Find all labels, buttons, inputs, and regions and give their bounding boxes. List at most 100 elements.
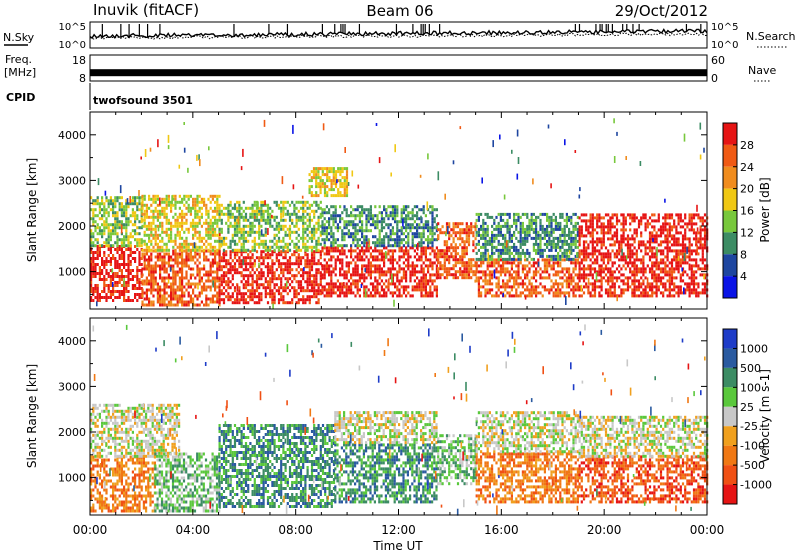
heatmap-cell <box>482 242 485 246</box>
heatmap-cell <box>96 226 99 230</box>
heatmap-cell <box>233 298 237 302</box>
heatmap-cell <box>557 282 560 286</box>
heatmap-cell <box>568 257 571 261</box>
heatmap-cell <box>313 236 316 240</box>
heatmap-cell <box>123 226 126 230</box>
heatmap-cell <box>502 251 505 255</box>
heatmap-cell <box>380 285 383 289</box>
heatmap-cell <box>244 274 248 278</box>
heatmap-cell <box>299 289 303 293</box>
heatmap-cell <box>484 230 487 234</box>
heatmap-cell <box>565 242 568 246</box>
heatmap-cell <box>233 262 237 266</box>
heatmap-cell <box>165 267 168 271</box>
heatmap-cell <box>559 291 562 295</box>
heatmap-cell <box>543 276 546 280</box>
heatmap-cell <box>568 279 571 283</box>
heatmap-cell <box>187 194 190 198</box>
heatmap-cell <box>598 264 601 268</box>
heatmap-cell <box>330 249 333 253</box>
heatmap-cell <box>596 255 599 259</box>
heatmap-cell <box>112 223 115 227</box>
heatmap-cell <box>229 209 232 213</box>
heatmap-cell <box>589 219 592 223</box>
heatmap-cell <box>240 227 243 231</box>
heatmap-cell <box>225 242 228 246</box>
heatmap-cell <box>530 294 533 298</box>
heatmap-cell <box>465 222 468 226</box>
heatmap-cell <box>433 226 436 230</box>
heatmap-cell <box>211 276 214 280</box>
heatmap-cell <box>222 301 226 305</box>
heatmap-cell <box>238 218 241 222</box>
heatmap-cell <box>347 288 350 292</box>
heatmap-cell <box>552 230 555 234</box>
heatmap-cell <box>227 218 230 222</box>
heatmap-cell <box>282 248 285 252</box>
heatmap-cell <box>293 262 296 266</box>
heatmap-cell <box>114 284 117 287</box>
heatmap-cell <box>284 206 287 210</box>
heatmap-cell <box>613 252 616 256</box>
heatmap-cell <box>486 273 489 277</box>
heatmap-cell <box>181 276 184 280</box>
station-title: Inuvik (fitACF) <box>93 1 199 19</box>
heatmap-cell <box>593 228 597 232</box>
heatmap-cell <box>330 179 333 183</box>
heatmap-cell <box>312 167 316 171</box>
heatmap-cell <box>491 239 494 243</box>
heatmap-cell <box>275 203 278 207</box>
heatmap-cell <box>165 218 168 222</box>
heatmap-cell <box>454 255 457 259</box>
heatmap-cell <box>258 301 261 305</box>
heatmap-cell <box>247 218 250 222</box>
heatmap-cell <box>493 264 496 268</box>
heatmap-cell <box>156 288 159 292</box>
heatmap-cell <box>374 294 377 298</box>
heatmap-cell <box>332 173 335 177</box>
heatmap-cell <box>376 282 379 286</box>
heatmap-cell <box>302 239 305 243</box>
heatmap-cell <box>145 212 148 216</box>
heatmap-cell <box>554 261 557 265</box>
heatmap-cell <box>138 208 141 212</box>
heatmap-cell <box>170 203 173 207</box>
heatmap-cell <box>141 279 144 283</box>
heatmap-cell <box>515 279 518 283</box>
heatmap-cell <box>508 285 511 289</box>
heatmap-cell <box>593 282 597 286</box>
heatmap-cell <box>337 188 340 192</box>
heatmap-cell <box>107 284 110 287</box>
heatmap-cell <box>484 294 487 298</box>
heatmap-cell <box>205 297 208 301</box>
heatmap-cell <box>433 288 436 292</box>
heatmap-cell <box>572 294 575 298</box>
heatmap-cell <box>118 208 121 212</box>
heatmap-cell <box>515 245 518 249</box>
heatmap-cell <box>229 268 232 272</box>
heatmap-cell <box>165 291 168 295</box>
heatmap-cell <box>602 261 605 265</box>
heatmap-cell <box>94 244 97 248</box>
heatmap-cell <box>222 248 226 252</box>
heatmap-cell <box>554 279 557 283</box>
heatmap-cell <box>90 299 93 302</box>
heatmap-cell <box>310 239 314 243</box>
heatmap-cell <box>200 288 203 292</box>
heatmap-cell <box>326 173 329 177</box>
heatmap-cell <box>163 267 166 271</box>
heatmap-cell <box>203 236 206 240</box>
heatmap-cell <box>513 294 516 298</box>
heatmap-cell <box>269 295 272 299</box>
heatmap-cell <box>521 212 524 216</box>
heatmap-cell <box>185 248 188 252</box>
heatmap-cell <box>233 289 237 293</box>
heatmap-cell <box>570 245 573 249</box>
heatmap-cell <box>92 199 95 203</box>
heatmap-cell <box>502 212 505 216</box>
heatmap-cell <box>262 286 265 290</box>
heatmap-cell <box>409 270 412 274</box>
heatmap-cell <box>508 233 511 237</box>
heatmap-cell <box>216 224 219 228</box>
heatmap-cell <box>313 212 316 216</box>
